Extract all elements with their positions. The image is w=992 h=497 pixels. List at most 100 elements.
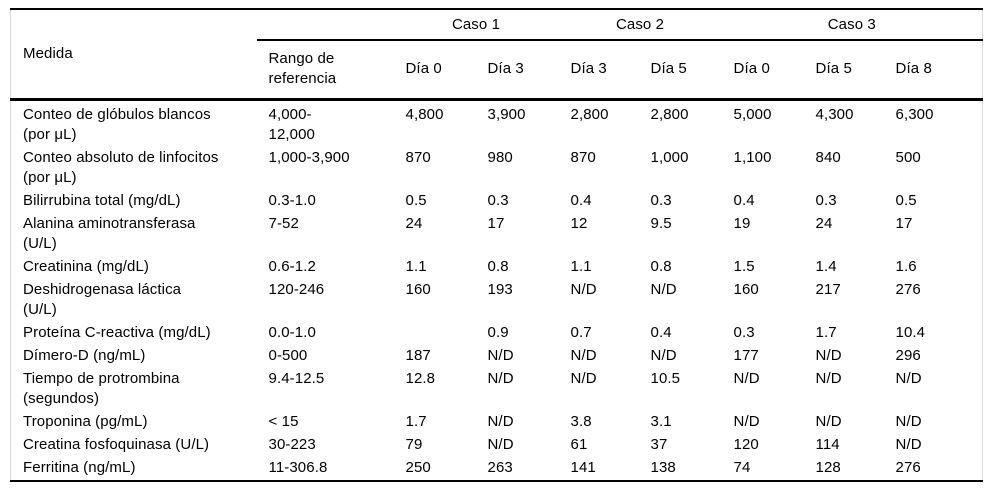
value-cell: 500 bbox=[895, 149, 921, 166]
case-header-spacer bbox=[256, 9, 394, 41]
value-cell: N/D bbox=[570, 347, 597, 364]
day-header-row: Rango de referencia Día 0 Día 3 Día 3 Dí… bbox=[11, 40, 983, 101]
measure-cell: Bilirrubina total (mg/dL) bbox=[23, 192, 181, 209]
value-cell: 296 bbox=[895, 347, 921, 364]
reference-cell: 1,000-3,900 bbox=[268, 149, 350, 166]
table-row: Dímero-D (ng/mL) 0-500 187 N/D N/D N/D 177 N/D 2… bbox=[11, 345, 983, 368]
value-cell: 24 bbox=[405, 215, 423, 232]
case-1-header: Caso 1 bbox=[393, 9, 559, 41]
table-header: Medida Caso 1 Caso 2 Caso 3 Rango de ref… bbox=[10, 9, 983, 101]
table-row: Deshidrogenasa láctica (U/L) 120-246 160 19… bbox=[11, 279, 983, 322]
value-cell: 114 bbox=[815, 436, 840, 453]
value-cell: 37 bbox=[650, 436, 668, 453]
case-header-row: Medida Caso 1 Caso 2 Caso 3 bbox=[10, 9, 983, 101]
value-cell: 870 bbox=[405, 149, 431, 166]
value-cell: 0.8 bbox=[487, 258, 509, 275]
value-cell: N/D bbox=[815, 347, 842, 364]
reference-column-header: Rango de referencia bbox=[256, 40, 394, 101]
value-cell: 177 bbox=[733, 347, 759, 364]
value-cell: 0.9 bbox=[487, 324, 509, 341]
reference-cell: 0.6-1.2 bbox=[268, 258, 316, 275]
case-2-header: Caso 2 bbox=[558, 9, 722, 41]
value-cell: 217 bbox=[815, 281, 841, 298]
reference-cell: 4,000- 12,000 bbox=[268, 106, 315, 143]
value-cell: N/D bbox=[570, 370, 597, 387]
value-cell: 5,000 bbox=[733, 106, 772, 123]
value-cell: 0.4 bbox=[733, 192, 755, 209]
value-cell: 2,800 bbox=[570, 106, 609, 123]
value-cell: N/D bbox=[487, 436, 514, 453]
day-column-header: Día 5 bbox=[638, 40, 722, 101]
value-cell: N/D bbox=[815, 370, 842, 387]
value-cell: 61 bbox=[570, 436, 588, 453]
value-cell: N/D bbox=[487, 347, 514, 364]
value-cell: 160 bbox=[733, 281, 759, 298]
value-cell: N/D bbox=[487, 370, 514, 387]
measure-cell: Proteína C-reactiva (mg/dL) bbox=[23, 324, 211, 341]
value-cell: 4,300 bbox=[815, 106, 854, 123]
value-cell: 1.7 bbox=[405, 413, 427, 430]
value-cell: 74 bbox=[733, 459, 751, 476]
value-cell: 276 bbox=[895, 281, 921, 298]
page: Medida Caso 1 Caso 2 Caso 3 Rango de ref… bbox=[10, 8, 984, 482]
value-cell: 0.7 bbox=[570, 324, 592, 341]
table-row: Conteo absoluto de linfocitos (por μL) 1,… bbox=[11, 147, 983, 190]
value-cell: 6,300 bbox=[895, 106, 934, 123]
value-cell: 1.6 bbox=[895, 258, 917, 275]
day-column-header: Día 0 bbox=[721, 40, 804, 101]
table-row: Conteo de glóbulos blancos (por μL) 4,000… bbox=[11, 100, 983, 148]
measure-cell: Tiempo de protrombina (segundos) bbox=[23, 370, 180, 407]
value-cell: 141 bbox=[570, 459, 596, 476]
value-cell: 0.3 bbox=[650, 192, 672, 209]
value-cell: 1.1 bbox=[570, 258, 592, 275]
table-row: Ferritina (ng/mL) 11-306.8 250 263 141 138 74 1… bbox=[11, 457, 983, 481]
value-cell: 10.5 bbox=[650, 370, 681, 387]
value-cell: N/D bbox=[815, 413, 842, 430]
value-cell: 0.8 bbox=[650, 258, 672, 275]
value-cell: 128 bbox=[815, 459, 841, 476]
value-cell: 12.8 bbox=[405, 370, 436, 387]
value-cell: 187 bbox=[405, 347, 431, 364]
value-cell: 19 bbox=[733, 215, 751, 232]
measure-cell: Conteo absoluto de linfocitos (por μL) bbox=[23, 149, 219, 186]
value-cell: 2,800 bbox=[650, 106, 689, 123]
measure-cell: Alanina aminotransferasa (U/L) bbox=[23, 215, 196, 252]
measure-column-header: Medida bbox=[10, 9, 257, 101]
measure-cell: Troponina (pg/mL) bbox=[23, 413, 148, 430]
measure-cell: Ferritina (ng/mL) bbox=[23, 459, 136, 476]
value-cell bbox=[394, 322, 476, 345]
value-cell: 3.1 bbox=[650, 413, 672, 430]
value-cell: 0.4 bbox=[570, 192, 592, 209]
value-cell: 79 bbox=[405, 436, 423, 453]
value-cell: 0.5 bbox=[405, 192, 427, 209]
value-cell: 1.1 bbox=[405, 258, 427, 275]
value-cell: 840 bbox=[815, 149, 841, 166]
reference-cell: 30-223 bbox=[268, 436, 316, 453]
value-cell: 276 bbox=[895, 459, 921, 476]
table-row: Alanina aminotransferasa (U/L) 7-52 24 17 12… bbox=[11, 213, 983, 256]
value-cell: 250 bbox=[405, 459, 431, 476]
value-cell: 870 bbox=[570, 149, 596, 166]
measure-cell: Conteo de glóbulos blancos (por μL) bbox=[23, 106, 211, 143]
value-cell: 138 bbox=[650, 459, 676, 476]
value-cell: 1,100 bbox=[733, 149, 772, 166]
value-cell: 120 bbox=[733, 436, 759, 453]
value-cell: 193 bbox=[487, 281, 513, 298]
reference-cell: 0-500 bbox=[268, 347, 308, 364]
reference-cell: 0.0-1.0 bbox=[268, 324, 316, 341]
value-cell: N/D bbox=[733, 413, 760, 430]
value-cell: 0.5 bbox=[895, 192, 917, 209]
value-cell: N/D bbox=[895, 436, 922, 453]
table-row: Creatinina (mg/dL) 0.6-1.2 1.1 0.8 1.1 0.8 1.5… bbox=[11, 256, 983, 279]
measure-cell: Creatinina (mg/dL) bbox=[23, 258, 150, 275]
value-cell: 1,000 bbox=[650, 149, 689, 166]
value-cell: 980 bbox=[487, 149, 513, 166]
reference-cell: 120-246 bbox=[268, 281, 325, 298]
day-column-header: Día 0 bbox=[393, 40, 476, 101]
value-cell: N/D bbox=[733, 370, 760, 387]
value-cell: 0.3 bbox=[487, 192, 509, 209]
value-cell: 1.4 bbox=[815, 258, 837, 275]
table-row: Creatina fosfoquinasa (U/L) 30-223 79 N/D 61… bbox=[11, 434, 983, 457]
value-cell: 263 bbox=[487, 459, 513, 476]
value-cell: N/D bbox=[895, 370, 922, 387]
